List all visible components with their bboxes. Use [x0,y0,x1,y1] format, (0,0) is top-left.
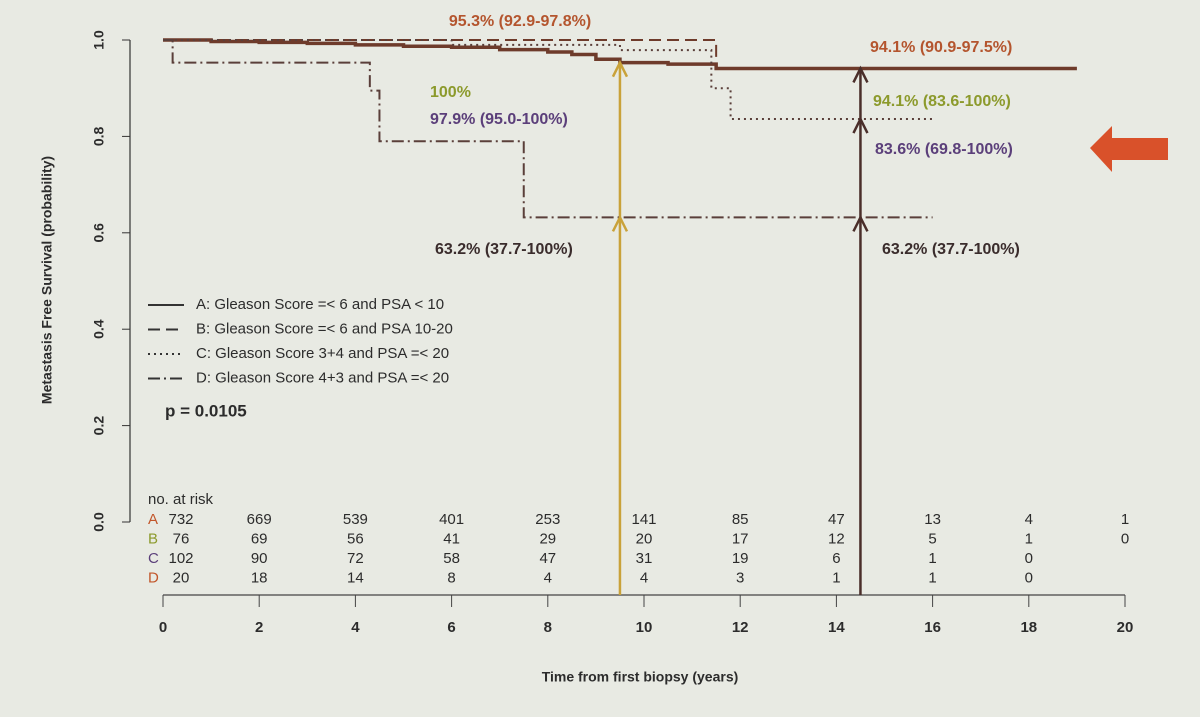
annotation: 63.2% (37.7-100%) [435,241,573,258]
x-tick-label: 8 [544,619,552,636]
x-tick-label: 14 [828,619,845,636]
y-tick-label: 0.4 [91,319,107,339]
risk-count: 58 [443,550,460,567]
legend-label: D: Gleason Score 4+3 and PSA =< 20 [196,369,449,386]
risk-row-label: A [148,511,158,528]
y-tick-label: 1.0 [91,30,107,50]
risk-count: 56 [347,530,364,547]
annotation-arrow [852,65,869,83]
y-tick-label: 0.6 [91,223,107,243]
risk-count: 13 [924,511,941,528]
x-tick-label: 20 [1117,619,1134,636]
annotation-arrow [852,214,869,232]
x-axis-label: Time from first biopsy (years) [542,669,739,685]
risk-count: 253 [535,511,560,528]
risk-count: 14 [347,569,364,586]
survival-curve [163,39,933,70]
y-tick-label: 0.2 [91,416,107,436]
survival-curve [163,39,933,121]
annotation-arrow [852,116,869,134]
risk-count: 85 [732,511,749,528]
risk-count: 401 [439,511,464,528]
risk-count: 1 [1025,530,1033,547]
annotation-arrow [611,59,629,78]
risk-count: 3 [736,569,744,586]
p-value: p = 0.0105 [165,401,247,420]
risk-count: 669 [247,511,272,528]
risk-count: 8 [447,569,455,586]
annotation: 100% [430,84,471,101]
x-tick-label: 16 [924,619,941,636]
highlight-arrow [1090,126,1168,172]
risk-count: 20 [636,530,653,547]
risk-count: 12 [828,530,845,547]
x-tick-label: 0 [159,619,167,636]
risk-count: 20 [173,569,190,586]
risk-count: 732 [168,511,193,528]
risk-count: 0 [1121,530,1129,547]
risk-count: 4 [640,569,648,586]
risk-count: 5 [928,530,936,547]
x-tick-label: 10 [636,619,653,636]
x-tick-label: 2 [255,619,263,636]
annotation-arrow [611,214,629,232]
annotation: 94.1% (83.6-100%) [873,93,1011,110]
risk-count: 18 [251,569,268,586]
risk-count: 1 [832,569,840,586]
x-tick-label: 12 [732,619,749,636]
risk-count: 539 [343,511,368,528]
y-tick-label: 0.0 [91,512,107,532]
legend-label: B: Gleason Score =< 6 and PSA 10-20 [196,320,453,337]
risk-count: 72 [347,550,364,567]
risk-count: 69 [251,530,268,547]
y-axis-label: Metastasis Free Survival (probability) [39,156,55,404]
risk-count: 17 [732,530,749,547]
risk-count: 141 [631,511,656,528]
legend-label: A: Gleason Score =< 6 and PSA < 10 [196,296,444,313]
risk-count: 47 [539,550,556,567]
risk-table-title: no. at risk [148,491,214,508]
risk-count: 102 [168,550,193,567]
annotation: 97.9% (95.0-100%) [430,111,568,128]
risk-count: 1 [928,550,936,567]
risk-row-label: D [148,569,159,586]
survival-curve [163,38,1077,71]
x-tick-label: 18 [1020,619,1037,636]
risk-row-label: C [148,550,159,567]
risk-count: 90 [251,550,268,567]
y-tick-label: 0.8 [91,126,107,146]
annotation: 83.6% (69.8-100%) [875,141,1013,158]
risk-count: 4 [1025,511,1033,528]
risk-count: 6 [832,550,840,567]
risk-row-label: B [148,530,158,547]
risk-count: 0 [1025,569,1033,586]
annotation: 63.2% (37.7-100%) [882,241,1020,258]
annotation: 94.1% (90.9-97.5%) [870,39,1012,56]
x-tick-label: 4 [351,619,360,636]
survival-curve [163,39,933,219]
risk-count: 31 [636,550,653,567]
x-tick-label: 6 [447,619,455,636]
risk-count: 19 [732,550,749,567]
risk-count: 0 [1025,550,1033,567]
risk-count: 76 [173,530,190,547]
legend-label: C: Gleason Score 3+4 and PSA =< 20 [196,345,449,362]
risk-count: 1 [928,569,936,586]
risk-count: 1 [1121,511,1129,528]
risk-count: 4 [544,569,552,586]
risk-count: 29 [539,530,556,547]
risk-count: 41 [443,530,460,547]
risk-count: 47 [828,511,845,528]
annotation: 95.3% (92.9-97.8%) [449,13,591,30]
